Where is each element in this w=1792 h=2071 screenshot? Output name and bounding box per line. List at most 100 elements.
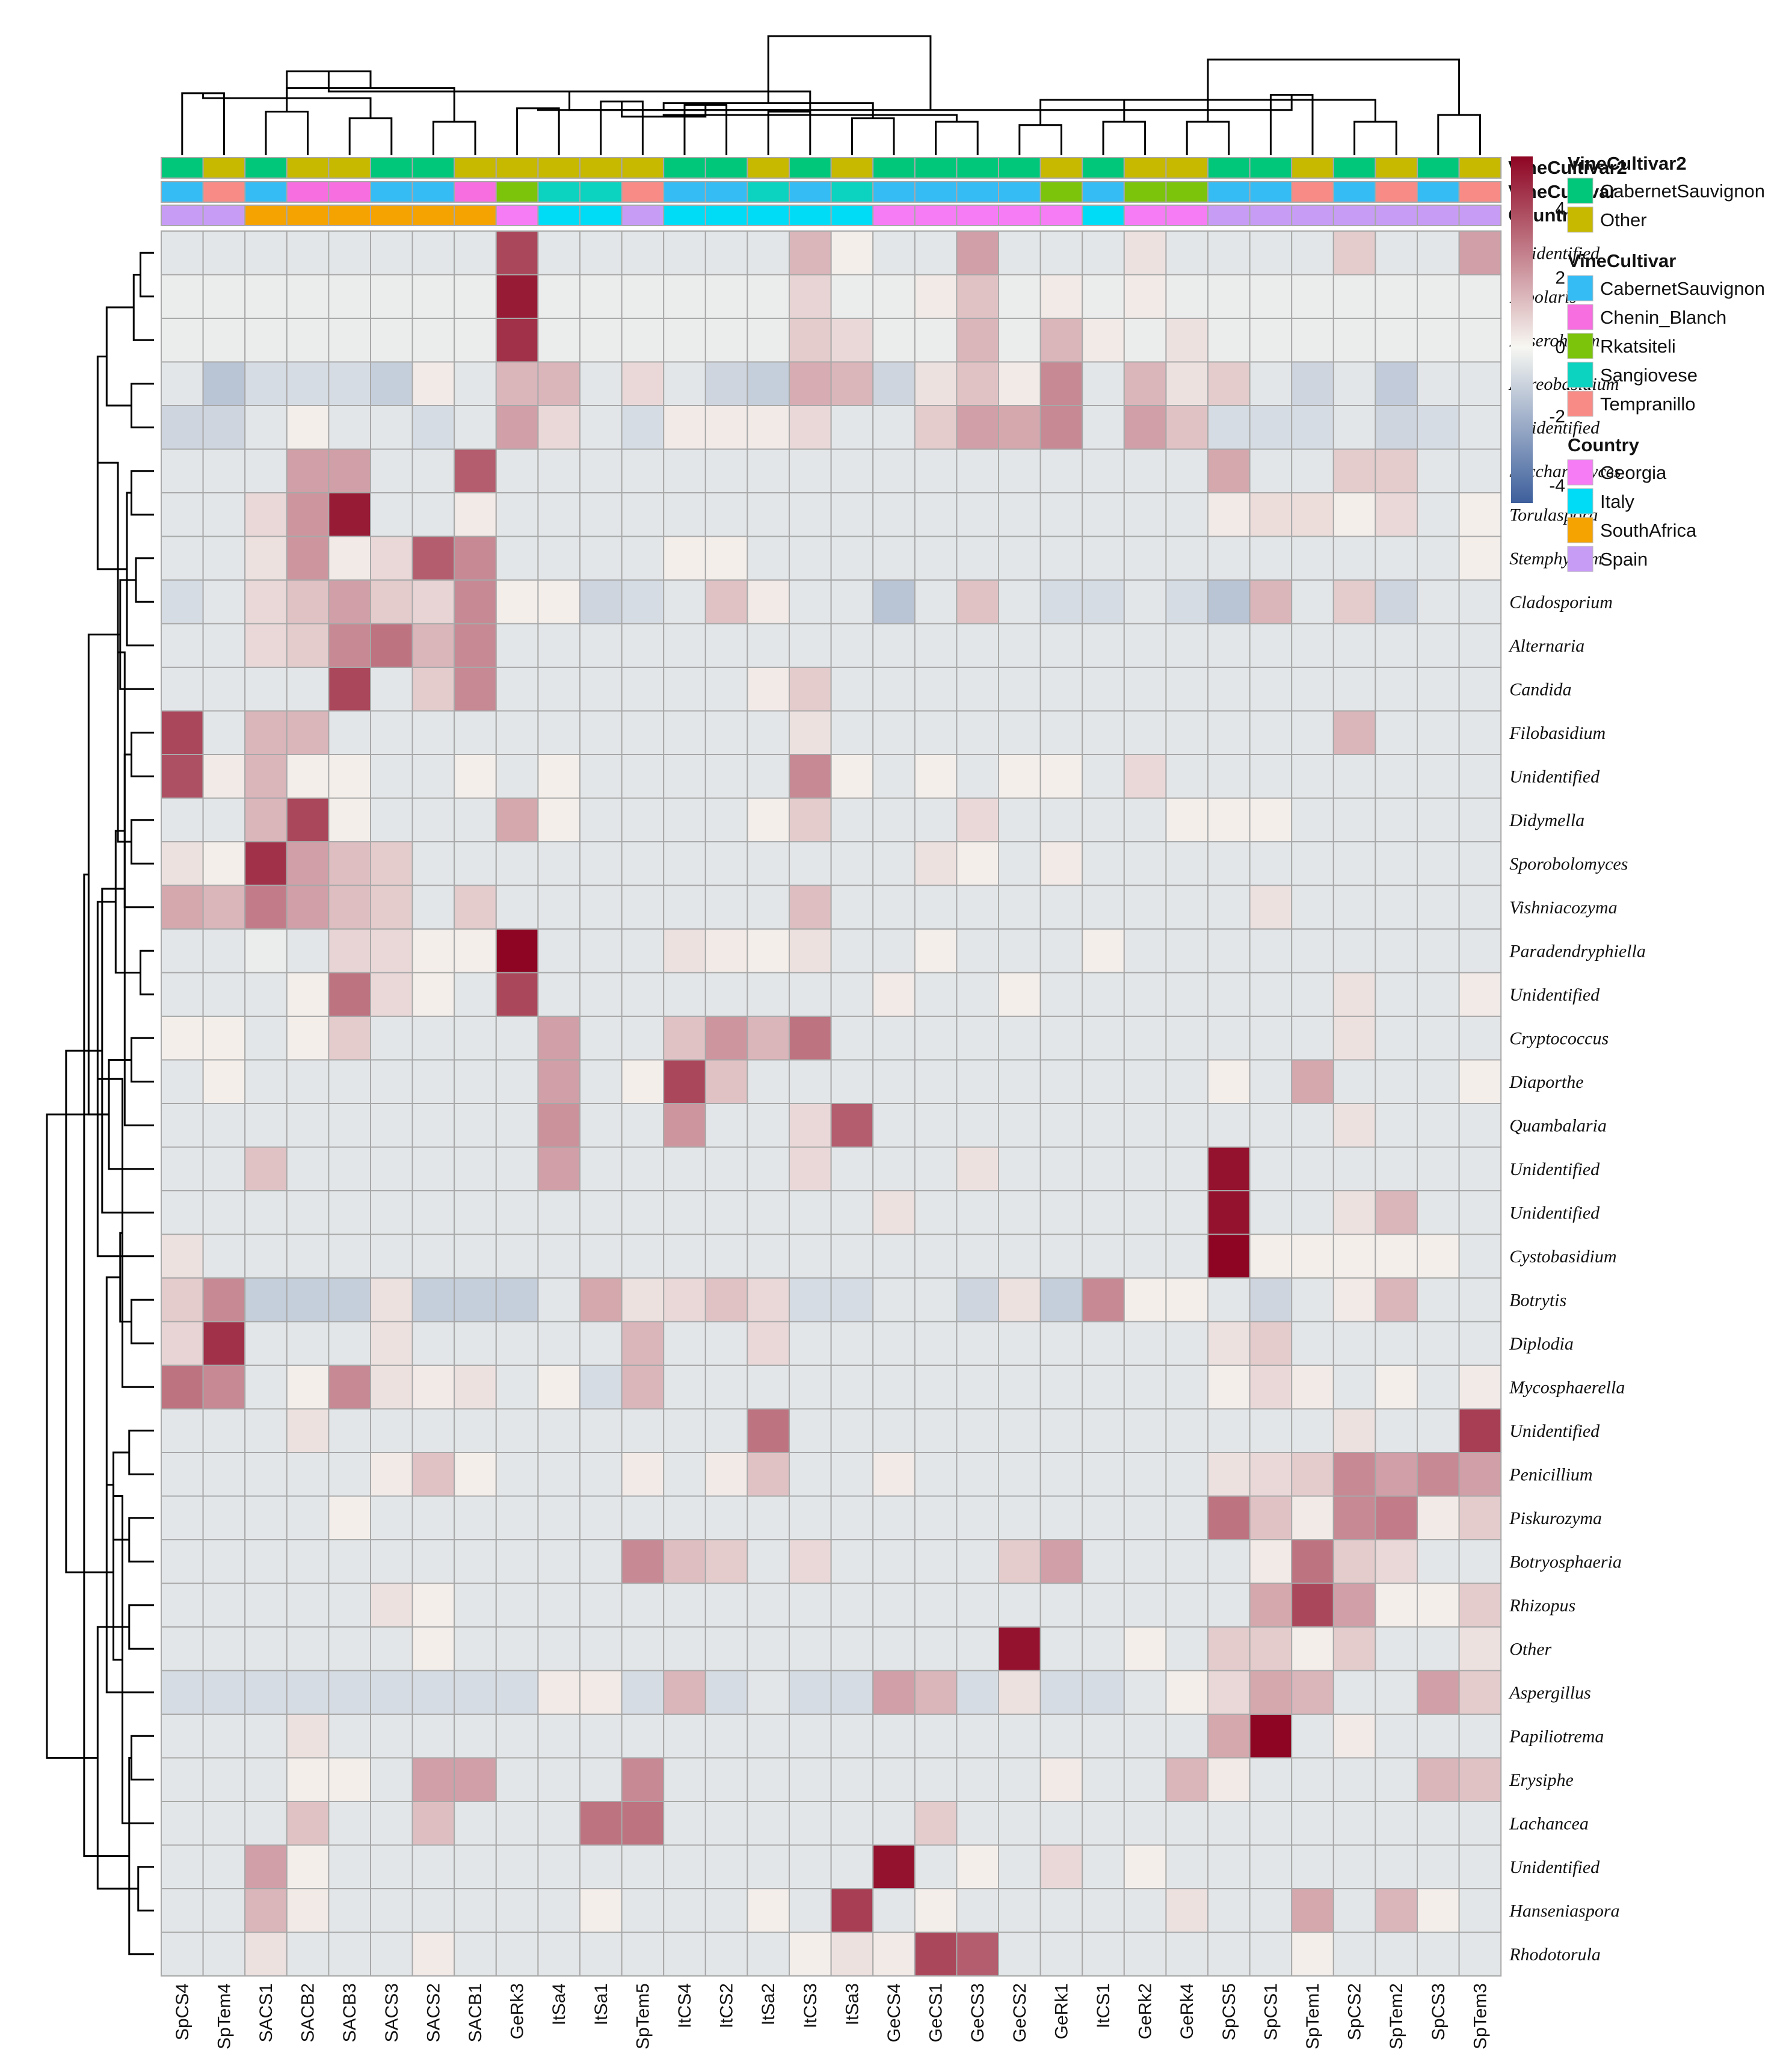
heatmap-cell (663, 492, 706, 537)
heatmap-cell (537, 1626, 581, 1671)
heatmap-cell (1332, 1321, 1376, 1366)
heatmap-cell (747, 1670, 790, 1715)
heatmap-cell (830, 1146, 874, 1191)
heatmap-cell (789, 1190, 832, 1235)
annotation-cell (1291, 157, 1334, 179)
heatmap-cell (202, 710, 246, 755)
heatmap-cell (621, 1495, 665, 1540)
heatmap-cell (244, 361, 288, 406)
heatmap-cell (704, 535, 748, 581)
heatmap-cell (328, 1452, 372, 1497)
heatmap-cell (1375, 1103, 1418, 1148)
heatmap-cell (1291, 1233, 1334, 1279)
heatmap-cell (244, 1757, 288, 1802)
heatmap-cell (1332, 1714, 1376, 1759)
heatmap-cell (704, 1714, 748, 1759)
heatmap-cell (956, 1365, 1000, 1410)
heatmap-cell (1458, 1844, 1502, 1889)
heatmap-cell (202, 535, 246, 581)
heatmap-cell (872, 1801, 916, 1846)
heatmap-cell (1082, 1539, 1125, 1584)
heatmap-cell (830, 1321, 874, 1366)
heatmap-cell (1123, 492, 1167, 537)
heatmap-cell (1249, 230, 1293, 276)
annotation-cell (663, 205, 706, 226)
heatmap-cell (1165, 1582, 1209, 1628)
heatmap-cell (1458, 230, 1502, 276)
heatmap-cell (872, 1626, 916, 1671)
heatmap-cell (1039, 535, 1083, 581)
heatmap-cell (411, 405, 455, 450)
heatmap-cell (244, 1626, 288, 1671)
heatmap-cell (202, 1539, 246, 1584)
heatmap-cell (1249, 1059, 1293, 1104)
heatmap-cell (914, 1321, 958, 1366)
heatmap-cell (914, 1626, 958, 1671)
column-label: SpCS5 (1219, 1983, 1239, 2040)
heatmap-cell (1165, 1016, 1209, 1061)
heatmap-cell (579, 1757, 623, 1802)
heatmap-cell (1291, 754, 1334, 799)
heatmap-cell (1249, 797, 1293, 842)
annotation-cell (914, 157, 958, 179)
annotation-cell (328, 157, 372, 179)
heatmap-cell (1082, 1670, 1125, 1715)
heatmap-cell (1165, 1801, 1209, 1846)
heatmap-cell (244, 884, 288, 930)
heatmap-cell (1039, 1626, 1083, 1671)
heatmap-cell (244, 1190, 288, 1235)
heatmap-cell (202, 230, 246, 276)
heatmap-cell (328, 1016, 372, 1061)
heatmap-cell (370, 1626, 413, 1671)
annotation-cell (537, 205, 581, 226)
heatmap-cell (454, 1059, 497, 1104)
heatmap-cell (1291, 1016, 1334, 1061)
heatmap-cell (161, 230, 204, 276)
heatmap-cell (202, 1277, 246, 1323)
heatmap-cell (579, 623, 623, 668)
heatmap-cell (202, 1757, 246, 1802)
heatmap-cell (747, 1277, 790, 1323)
annotation-cell (202, 205, 246, 226)
heatmap-cell (411, 1539, 455, 1584)
annotation-cell (1375, 181, 1418, 203)
heatmap-cell (998, 1146, 1041, 1191)
heatmap-cell (244, 1582, 288, 1628)
heatmap-cell (1165, 1190, 1209, 1235)
heatmap-cell (495, 274, 539, 319)
column-label: GeCS1 (926, 1983, 946, 2042)
heatmap-cell (161, 274, 204, 319)
heatmap-cell (1207, 972, 1251, 1017)
heatmap-cell (454, 754, 497, 799)
heatmap-cell (621, 448, 665, 493)
heatmap-cell (1291, 797, 1334, 842)
legend-title: VineCultivar2 (1568, 153, 1687, 174)
heatmap-cell (1458, 405, 1502, 450)
heatmap-cell (328, 1190, 372, 1235)
heatmap-cell (914, 274, 958, 319)
heatmap-cell (537, 1321, 581, 1366)
heatmap-cell (704, 1582, 748, 1628)
dendrogram-branch (1437, 114, 1481, 155)
heatmap-cell (1332, 1801, 1376, 1846)
heatmap-cell (1207, 274, 1251, 319)
heatmap-cell (1249, 841, 1293, 886)
heatmap-cell (1291, 1190, 1334, 1235)
heatmap-cell (704, 1233, 748, 1279)
heatmap-cell (411, 1233, 455, 1279)
heatmap-cell (1332, 841, 1376, 886)
heatmap-cell (1375, 1888, 1418, 1933)
heatmap-cell (1082, 1757, 1125, 1802)
heatmap-cell (1082, 318, 1125, 363)
heatmap-cell (244, 1233, 288, 1279)
heatmap-cell (789, 1277, 832, 1323)
heatmap-cell (286, 1452, 330, 1497)
heatmap-cell (1417, 754, 1460, 799)
heatmap-cell (1375, 535, 1418, 581)
heatmap-cell (370, 623, 413, 668)
heatmap-cell (956, 1277, 1000, 1323)
heatmap-cell (1417, 1146, 1460, 1191)
annotation-cell (286, 157, 330, 179)
heatmap-cell (370, 797, 413, 842)
dendrogram-branch (137, 1866, 154, 1912)
